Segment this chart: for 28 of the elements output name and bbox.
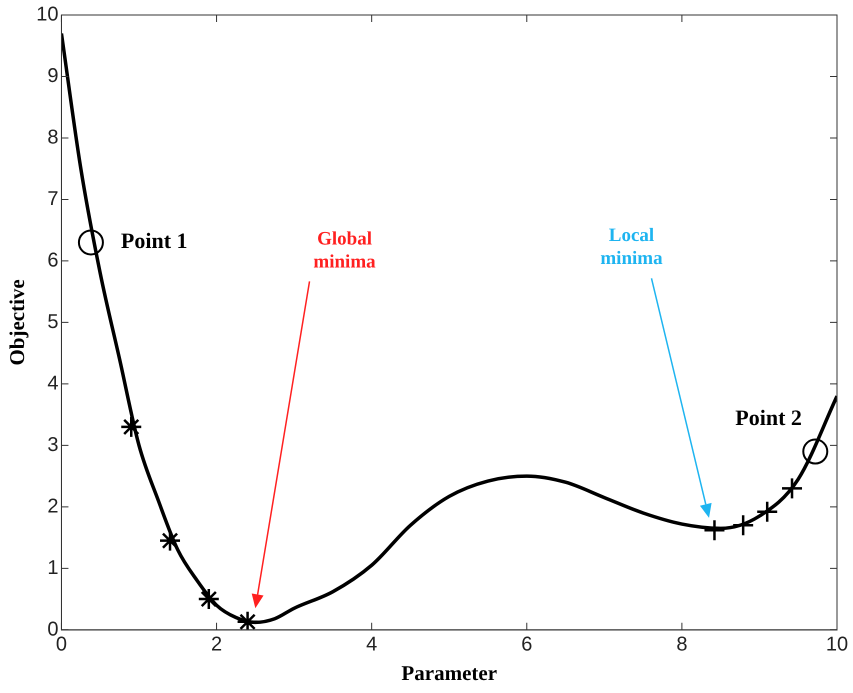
point	[780, 477, 804, 500]
y-tick-label: 4	[47, 372, 58, 394]
y-tick-label: 2	[47, 495, 58, 518]
annotation: Point 1	[120, 228, 188, 254]
y-axis-title: Objective	[5, 279, 30, 366]
x-tick-label: 4	[366, 633, 378, 656]
point	[120, 416, 142, 438]
annotation: Point 2	[735, 405, 802, 430]
x-tick-label: 2	[210, 633, 222, 656]
y-tick-label: 3	[47, 434, 58, 456]
x-axis-title: Parameter	[401, 660, 498, 685]
annotation: Local minima	[600, 225, 664, 270]
point	[198, 588, 220, 610]
y-tick-label: 7	[47, 188, 58, 210]
y-tick-label: 5	[47, 310, 58, 333]
point	[78, 229, 104, 256]
point	[802, 438, 828, 465]
y-tick-label: 1	[47, 556, 58, 579]
x-tick-label: 8	[676, 633, 688, 656]
point	[756, 500, 778, 524]
y-tick-label: 8	[47, 126, 58, 148]
annotation: Global minima	[313, 228, 376, 272]
y-tick-label: 6	[47, 249, 58, 272]
x-tick-label: 6	[521, 633, 532, 656]
y-tick-label: 9	[47, 64, 58, 87]
y-tick-label: 10	[36, 4, 58, 26]
y-tick-label: 0	[47, 618, 58, 640]
x-tick-label: 10	[826, 633, 848, 656]
